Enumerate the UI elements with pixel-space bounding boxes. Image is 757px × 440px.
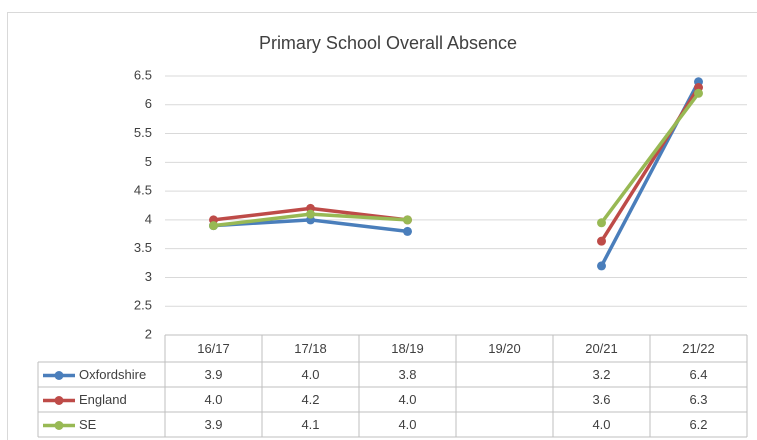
y-tick-label: 4.5 <box>134 183 152 198</box>
table-value: 3.9 <box>204 367 222 382</box>
table-value: 3.2 <box>592 367 610 382</box>
y-tick-label: 5.5 <box>134 125 152 140</box>
point <box>597 236 606 246</box>
y-tick-label: 4 <box>145 211 152 226</box>
table-value: 6.2 <box>689 417 707 432</box>
table-value: 4.1 <box>301 417 319 432</box>
x-tick-label: 17/18 <box>294 341 327 356</box>
point <box>403 215 412 225</box>
point <box>209 221 218 231</box>
table-value: 4.0 <box>204 392 222 407</box>
point <box>403 226 412 236</box>
table-value: 3.8 <box>398 367 416 382</box>
y-tick-label: 3.5 <box>134 240 152 255</box>
legend-label: England <box>79 392 127 407</box>
chart-title: Primary School Overall Absence <box>259 33 517 53</box>
x-tick-label: 19/20 <box>488 341 521 356</box>
legend-marker <box>54 421 64 430</box>
table-value: 4.0 <box>398 417 416 432</box>
legend-marker <box>54 371 64 380</box>
table-value: 4.0 <box>592 417 610 432</box>
legend-label: SE <box>79 417 97 432</box>
y-tick-label: 6.5 <box>134 67 152 82</box>
point <box>694 88 703 98</box>
legend-label: Oxfordshire <box>79 367 146 382</box>
x-tick-label: 20/21 <box>585 341 618 356</box>
point <box>597 261 606 271</box>
x-tick-label: 16/17 <box>197 341 230 356</box>
table-value: 3.9 <box>204 417 222 432</box>
y-tick-label: 6 <box>145 96 152 111</box>
y-tick-label: 5 <box>145 154 152 169</box>
point <box>306 209 315 219</box>
x-tick-label: 21/22 <box>682 341 715 356</box>
table-value: 6.3 <box>689 392 707 407</box>
table-value: 4.2 <box>301 392 319 407</box>
y-tick-label: 2 <box>145 326 152 341</box>
x-tick-label: 18/19 <box>391 341 424 356</box>
y-tick-label: 2.5 <box>134 298 152 313</box>
table-value: 3.6 <box>592 392 610 407</box>
y-tick-label: 3 <box>145 269 152 284</box>
table-value: 6.4 <box>689 367 707 382</box>
legend-marker <box>54 396 64 405</box>
point <box>597 218 606 228</box>
table-value: 4.0 <box>398 392 416 407</box>
table-value: 4.0 <box>301 367 319 382</box>
chart-frame <box>7 12 757 440</box>
